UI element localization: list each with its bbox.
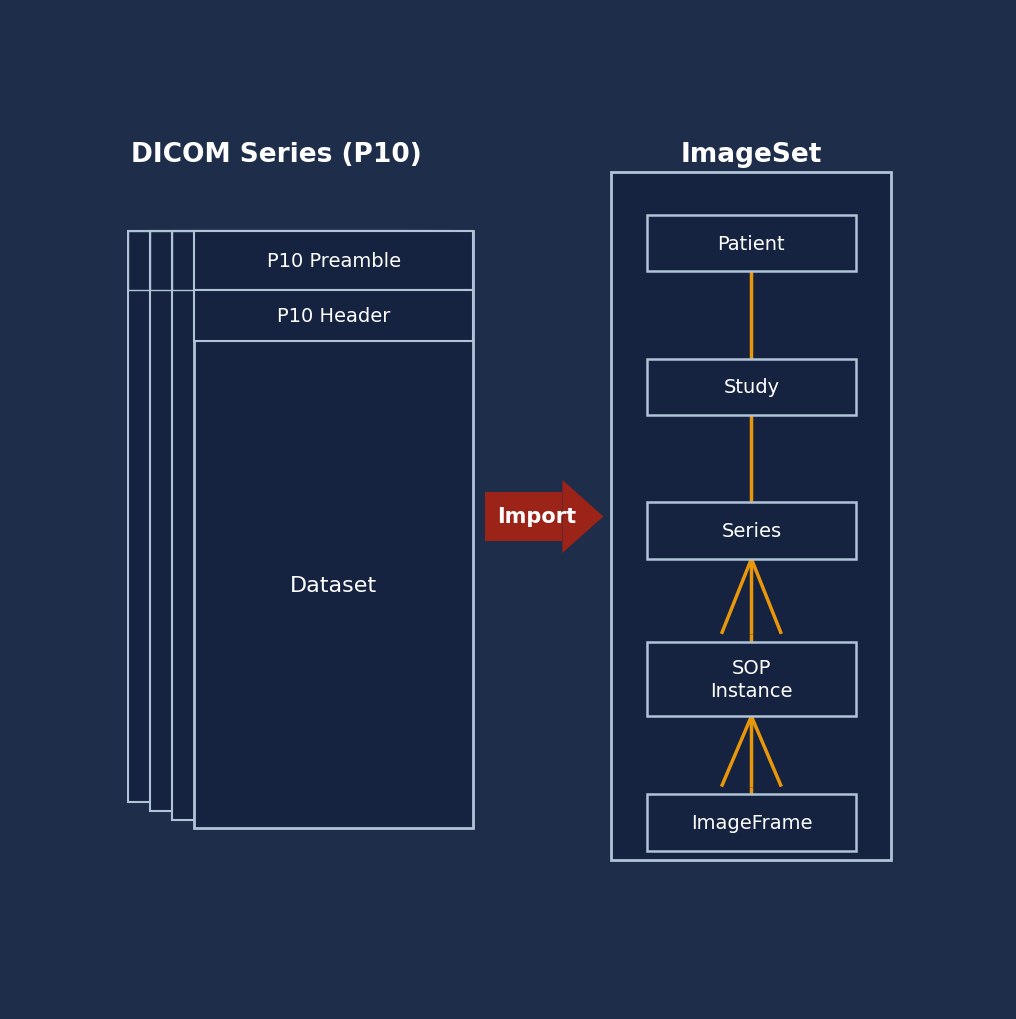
Text: ImageSet: ImageSet: [681, 142, 822, 168]
Bar: [149, 232, 430, 291]
Text: Series: Series: [721, 522, 781, 540]
Text: ImageFrame: ImageFrame: [691, 813, 812, 833]
Text: P10 Header: P10 Header: [277, 307, 390, 326]
Bar: [172, 232, 451, 820]
Text: Study: Study: [723, 378, 779, 397]
Bar: [647, 502, 855, 559]
Text: Patient: Patient: [717, 234, 785, 254]
Bar: [149, 232, 430, 811]
Bar: [194, 232, 473, 828]
Bar: [647, 360, 855, 416]
Text: P10 Preamble: P10 Preamble: [242, 255, 337, 269]
Bar: [612, 173, 891, 860]
Bar: [128, 232, 407, 291]
Text: P10 Preamble: P10 Preamble: [266, 252, 400, 271]
Bar: [172, 232, 451, 291]
Text: DICOM Series (P10): DICOM Series (P10): [131, 142, 422, 168]
Text: Dataset: Dataset: [291, 575, 377, 595]
Text: P10 Preamble: P10 Preamble: [264, 255, 360, 269]
Text: Import: Import: [497, 507, 576, 527]
Text: SOP
Instance: SOP Instance: [710, 658, 792, 701]
Bar: [128, 232, 407, 803]
Polygon shape: [563, 481, 604, 553]
Bar: [486, 492, 563, 541]
Bar: [194, 291, 473, 342]
Bar: [194, 232, 473, 291]
Bar: [647, 642, 855, 716]
Text: P10 Preamble: P10 Preamble: [219, 255, 316, 269]
Bar: [647, 216, 855, 272]
Bar: [647, 795, 855, 851]
